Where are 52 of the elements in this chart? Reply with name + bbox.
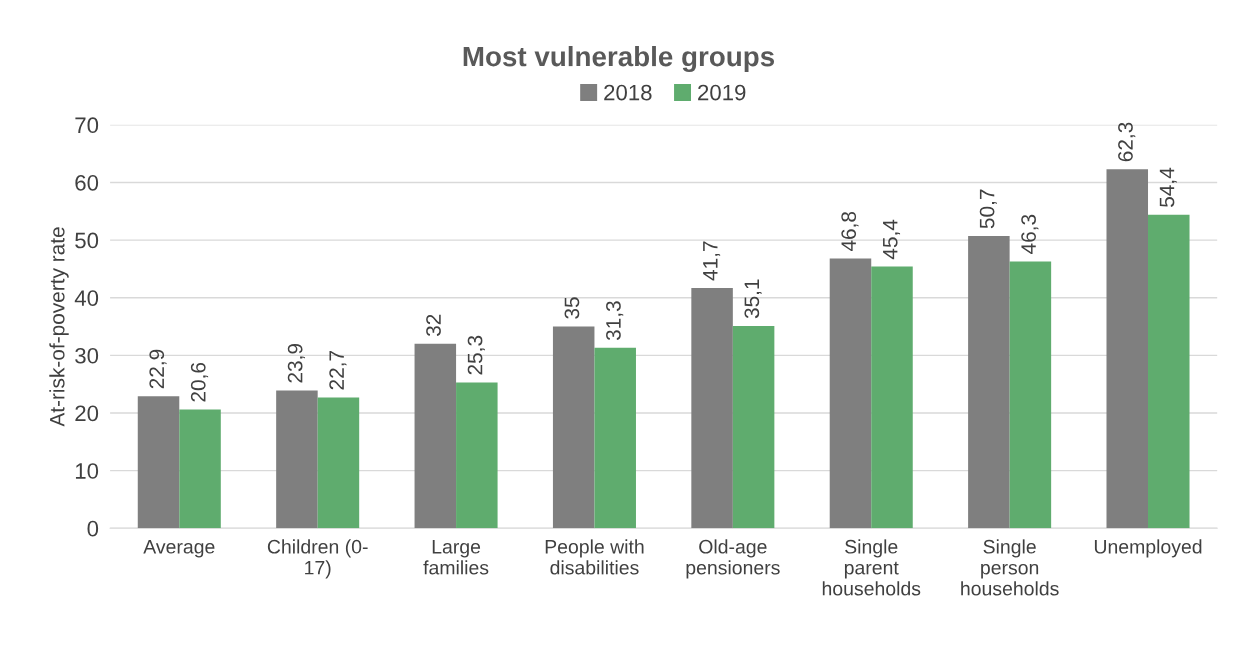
bar — [456, 382, 498, 529]
bar — [968, 236, 1010, 529]
data-label: 35,1 — [744, 279, 762, 319]
y-axis-title: At-risk-of-poverty rate — [49, 227, 69, 427]
bar — [317, 397, 360, 529]
data-label: 22,9 — [149, 349, 167, 389]
bar — [732, 325, 775, 529]
data-label: 32 — [426, 314, 441, 337]
bar — [414, 343, 457, 529]
y-tick-label: 50 — [75, 232, 99, 249]
data-label: 50,7 — [979, 189, 997, 229]
y-tick-label: 40 — [74, 290, 99, 306]
bar — [594, 347, 636, 529]
bar — [1106, 169, 1149, 529]
chart-title: Most vulnerable groups — [463, 45, 775, 73]
data-label: 41,7 — [703, 241, 721, 281]
data-label: 54,4 — [1159, 167, 1177, 207]
bar — [552, 326, 595, 529]
y-tick-label: 20 — [75, 405, 99, 422]
data-label: 20,6 — [190, 362, 209, 402]
legend-label: 2018 — [604, 84, 652, 101]
bar — [276, 390, 318, 529]
x-tick-label: Large families — [423, 540, 489, 575]
x-tick-label: Single person households — [961, 539, 1059, 596]
bar — [871, 266, 913, 529]
bar — [137, 396, 180, 529]
x-tick-label: Unemployed — [1094, 539, 1202, 558]
data-label: 25,3 — [467, 335, 485, 375]
data-label: 62,3 — [1118, 122, 1136, 162]
data-label: 22,7 — [329, 350, 347, 390]
y-tick-label: 10 — [75, 463, 99, 479]
data-label: 35 — [564, 297, 580, 319]
data-label: 23,9 — [287, 343, 305, 383]
x-tick-label: People with disabilities — [545, 539, 644, 575]
x-tick-label: Average — [143, 540, 215, 558]
bar — [1009, 261, 1052, 529]
y-tick-label: 30 — [75, 347, 99, 364]
data-label: 46,3 — [1021, 214, 1039, 254]
bar — [1148, 214, 1190, 529]
data-label: 46,8 — [841, 211, 859, 252]
bar — [179, 409, 221, 529]
legend-label: 2019 — [698, 84, 746, 101]
bar — [691, 287, 733, 529]
x-tick-label: Old-age pensioners — [686, 539, 780, 579]
x-tick-label: Single parent households — [822, 539, 921, 596]
data-label: 31,3 — [606, 301, 624, 341]
y-tick-label: 60 — [75, 174, 99, 191]
y-tick-label: 0 — [87, 520, 99, 537]
x-tick-label: Children (0- 17) — [267, 539, 368, 579]
y-tick-label: 70 — [75, 117, 99, 134]
data-label: 45,4 — [883, 219, 901, 260]
bar — [829, 258, 872, 529]
